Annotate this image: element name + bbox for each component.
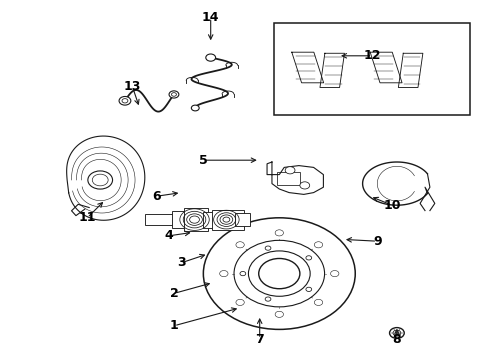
Bar: [203, 212, 220, 228]
Circle shape: [314, 299, 323, 306]
Circle shape: [306, 287, 312, 292]
Circle shape: [206, 54, 216, 61]
Text: 1: 1: [170, 319, 178, 332]
Bar: [212, 210, 244, 230]
Bar: [184, 208, 208, 231]
Circle shape: [88, 171, 113, 189]
Circle shape: [172, 93, 176, 96]
Text: 10: 10: [383, 199, 401, 212]
Circle shape: [220, 270, 228, 277]
Circle shape: [169, 91, 179, 98]
Circle shape: [331, 270, 339, 277]
Circle shape: [122, 99, 128, 103]
Text: 7: 7: [255, 333, 264, 346]
Circle shape: [275, 311, 284, 318]
Circle shape: [191, 105, 199, 111]
Bar: [274, 23, 470, 115]
Text: 9: 9: [373, 235, 382, 248]
Circle shape: [92, 174, 108, 186]
Text: 12: 12: [364, 49, 381, 62]
Text: 11: 11: [78, 211, 96, 224]
Circle shape: [300, 182, 310, 189]
Text: 8: 8: [392, 333, 401, 346]
Circle shape: [236, 299, 245, 306]
Circle shape: [265, 246, 271, 250]
Text: 2: 2: [170, 287, 178, 300]
Text: 6: 6: [152, 190, 161, 203]
Circle shape: [275, 230, 284, 236]
Circle shape: [314, 242, 323, 248]
Polygon shape: [267, 162, 323, 194]
Text: 13: 13: [123, 80, 141, 93]
Text: 4: 4: [165, 229, 173, 242]
Circle shape: [119, 96, 131, 105]
Circle shape: [285, 167, 295, 174]
Bar: [172, 211, 190, 228]
Bar: [145, 214, 184, 225]
Text: 5: 5: [199, 154, 208, 167]
Text: 14: 14: [202, 11, 220, 24]
Circle shape: [236, 242, 245, 248]
Circle shape: [306, 256, 312, 260]
Bar: [235, 213, 250, 226]
Circle shape: [240, 271, 245, 276]
Circle shape: [265, 297, 271, 301]
Circle shape: [390, 328, 404, 338]
Text: 3: 3: [177, 256, 186, 269]
Bar: [277, 172, 300, 185]
Circle shape: [393, 330, 401, 336]
